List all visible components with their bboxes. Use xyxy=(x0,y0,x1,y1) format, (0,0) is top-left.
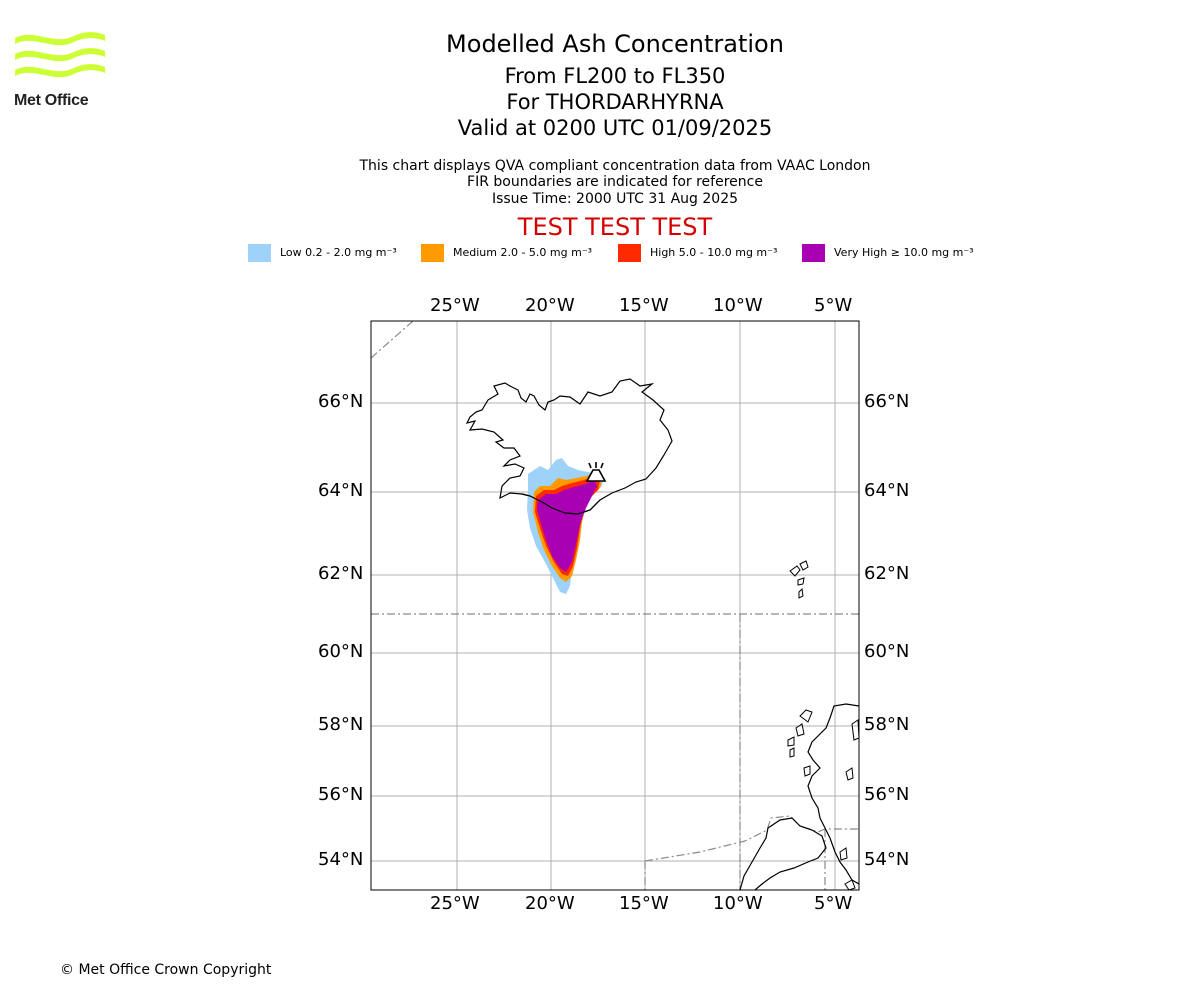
legend-swatch-low xyxy=(248,244,271,262)
lon-tick-top-10w: 10°W xyxy=(713,295,763,316)
iceland-south-coast-overlay xyxy=(521,493,601,515)
lat-tick-right-64n: 64°N xyxy=(864,480,910,501)
lon-tick-top-25w: 25°W xyxy=(430,295,480,316)
legend-label-low: Low 0.2 - 2.0 mg m⁻³ xyxy=(280,246,397,259)
legend-label-very-high: Very High ≥ 10.0 mg m⁻³ xyxy=(834,246,974,259)
flight-level-range: From FL200 to FL350 xyxy=(504,64,726,88)
lat-tick-right-62n: 62°N xyxy=(864,563,910,584)
volcano-name: For THORDARHYRNA xyxy=(506,90,724,114)
test-banner: TEST TEST TEST xyxy=(517,213,713,241)
met-office-logo-text: Met Office xyxy=(14,92,89,109)
copyright-notice: © Met Office Crown Copyright xyxy=(60,962,272,978)
map-background xyxy=(371,321,859,890)
legend-label-high: High 5.0 - 10.0 mg m⁻³ xyxy=(650,246,778,259)
lon-tick-bottom-10w: 10°W xyxy=(713,893,763,914)
lat-tick-right-66n: 66°N xyxy=(864,391,910,412)
data-source-note: This chart displays QVA compliant concen… xyxy=(359,158,871,174)
ireland-coastline xyxy=(739,817,827,890)
ash-contour-very-high xyxy=(537,480,597,572)
legend-label-medium: Medium 2.0 - 5.0 mg m⁻³ xyxy=(453,246,593,259)
issue-time: Issue Time: 2000 UTC 31 Aug 2025 xyxy=(491,191,739,207)
map-gridlines xyxy=(371,321,859,890)
lat-tick-right-54n: 54°N xyxy=(864,849,910,870)
iceland-coastline xyxy=(465,378,673,515)
lat-tick-left-60n: 60°N xyxy=(318,641,364,662)
scotland-coastline xyxy=(807,703,859,885)
lon-tick-top-15w: 15°W xyxy=(619,295,669,316)
lat-tick-left-62n: 62°N xyxy=(318,563,364,584)
lat-tick-left-56n: 56°N xyxy=(318,784,364,805)
lat-tick-left-58n: 58°N xyxy=(318,714,364,735)
fir-boundaries xyxy=(371,321,859,890)
legend-swatch-very-high xyxy=(802,244,825,262)
lat-tick-right-56n: 56°N xyxy=(864,784,910,805)
legend-swatch-high xyxy=(618,244,641,262)
lon-tick-bottom-20w: 20°W xyxy=(525,893,575,914)
lon-tick-bottom-25w: 25°W xyxy=(430,893,480,914)
lon-tick-bottom-5w: 5°W xyxy=(814,893,853,914)
faroe-islands xyxy=(789,560,809,599)
hebrides-islands xyxy=(787,709,859,890)
lon-tick-top-20w: 20°W xyxy=(525,295,575,316)
valid-time: Valid at 0200 UTC 01/09/2025 xyxy=(457,116,773,140)
volcano-icon xyxy=(585,462,607,482)
lat-tick-left-66n: 66°N xyxy=(318,391,364,412)
lat-tick-right-60n: 60°N xyxy=(864,641,910,662)
lat-tick-left-64n: 64°N xyxy=(318,480,364,501)
lat-tick-right-58n: 58°N xyxy=(864,714,910,735)
lon-tick-top-5w: 5°W xyxy=(814,295,853,316)
map-frame xyxy=(370,320,860,891)
chart-title: Modelled Ash Concentration xyxy=(446,30,784,58)
met-office-logo-icon xyxy=(15,32,105,78)
lat-tick-left-54n: 54°N xyxy=(318,849,364,870)
legend-swatch-medium xyxy=(421,244,444,262)
lon-tick-bottom-15w: 15°W xyxy=(619,893,669,914)
fir-note: FIR boundaries are indicated for referen… xyxy=(467,174,763,190)
ash-concentration-contours xyxy=(527,458,603,594)
